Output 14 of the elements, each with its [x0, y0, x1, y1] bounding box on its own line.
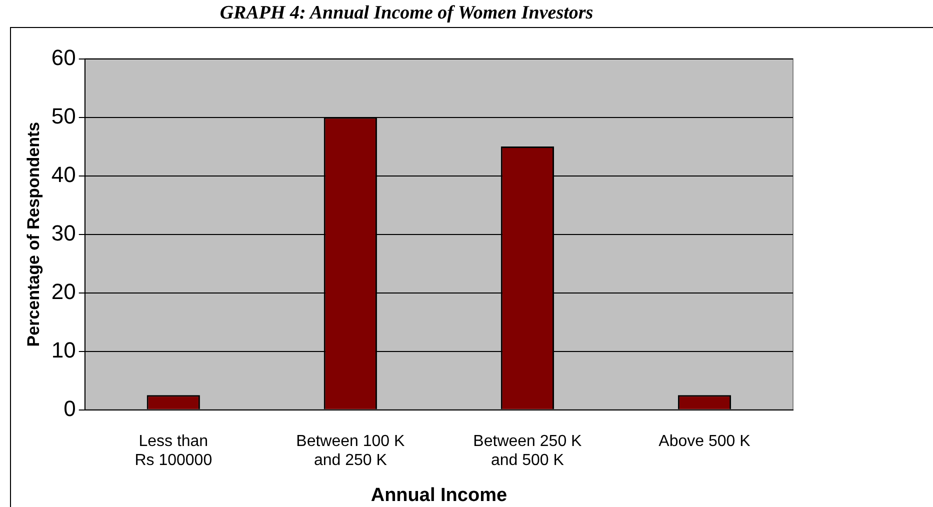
y-tick-label: 10 — [51, 337, 76, 362]
x-tick-label: Above 500 K — [658, 432, 751, 450]
y-tick-label: 40 — [51, 162, 76, 187]
x-tick-label: Less than Rs 100000 — [134, 432, 212, 470]
y-tick-label: 0 — [64, 396, 76, 421]
x-axis-title: Annual Income — [370, 484, 508, 506]
y-tick-label: 50 — [51, 103, 76, 128]
chart-title: GRAPH 4: Annual Income of Women Investors — [220, 2, 594, 24]
x-tick-label: Between 250 K and 500 K — [473, 432, 582, 470]
y-tick-label: 30 — [51, 220, 76, 246]
y-axis-title: Percentage of Respondents — [24, 122, 43, 347]
y-tick-label: 20 — [51, 278, 76, 304]
y-tick-label: 60 — [51, 44, 76, 70]
x-tick-label: Between 100 K and 250 K — [296, 432, 406, 470]
